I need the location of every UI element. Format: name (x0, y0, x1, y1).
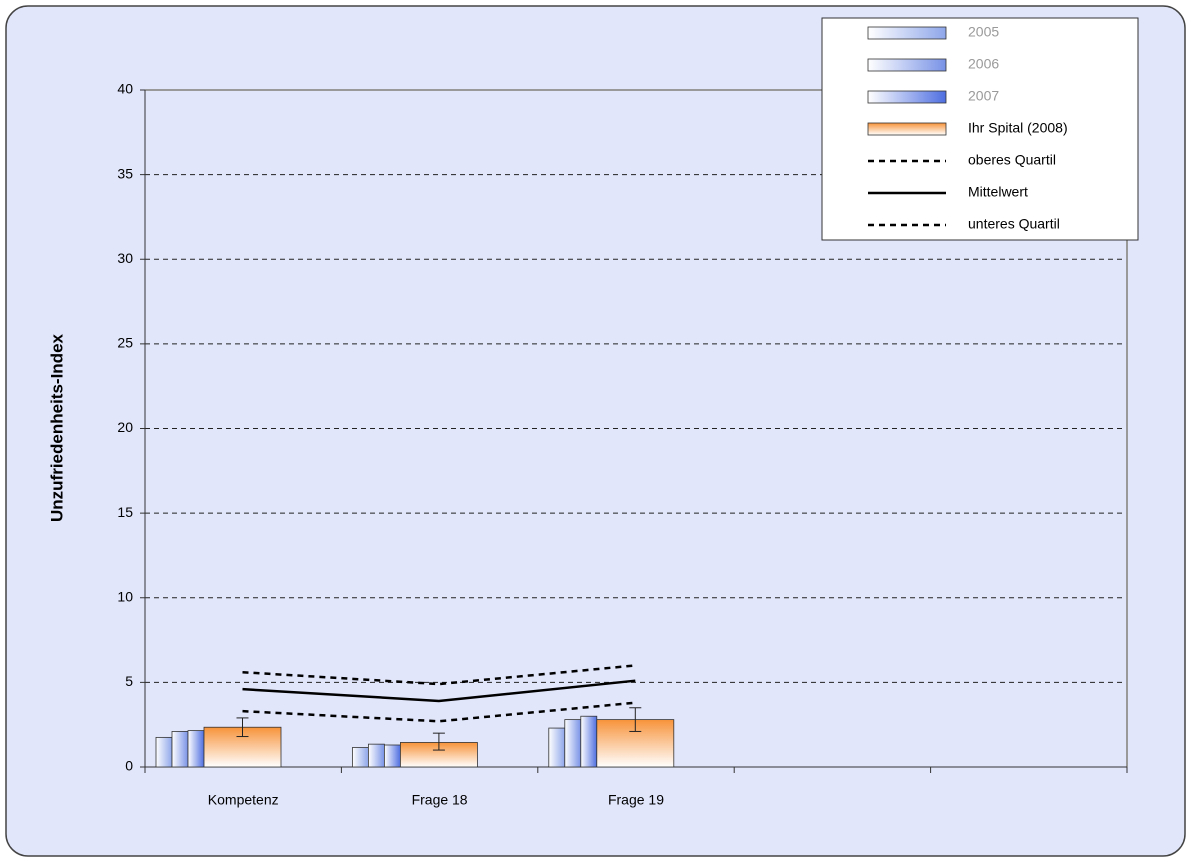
line (242, 679, 636, 703)
y-tick-label: 30 (117, 250, 133, 266)
legend-swatch (867, 58, 947, 72)
bar (564, 719, 582, 768)
y-tick-label: 15 (117, 504, 133, 520)
bar (351, 747, 369, 768)
bar (187, 730, 205, 768)
bar (580, 715, 598, 768)
legend-label: 2006 (968, 56, 999, 72)
legend-label: Mittelwert (968, 184, 1028, 200)
x-tick-label: Kompetenz (208, 792, 279, 808)
legend-label: oberes Quartil (968, 152, 1056, 168)
y-tick-label: 20 (117, 419, 133, 435)
legend-swatch (867, 122, 947, 136)
y-axis-label: Unzufriedenheits-Index (47, 333, 66, 522)
bar (155, 736, 173, 768)
y-tick-label: 5 (125, 673, 133, 689)
legend-label: unteres Quartil (968, 216, 1060, 232)
y-tick-label: 25 (117, 335, 133, 351)
legend-swatch (867, 26, 947, 40)
y-tick-label: 10 (117, 588, 133, 604)
legend-swatch (867, 90, 947, 104)
legend-label: 2007 (968, 88, 999, 104)
y-tick-label: 35 (117, 165, 133, 181)
legend-label: 2005 (968, 24, 999, 40)
bar (548, 727, 566, 768)
bar (171, 731, 189, 768)
legend-label: Ihr Spital (2008) (968, 120, 1068, 136)
x-tick-label: Frage 19 (608, 792, 664, 808)
y-tick-label: 40 (117, 81, 133, 97)
bar (367, 743, 385, 768)
x-tick-label: Frage 18 (412, 792, 468, 808)
bar (383, 744, 401, 768)
y-tick-label: 0 (125, 758, 133, 774)
